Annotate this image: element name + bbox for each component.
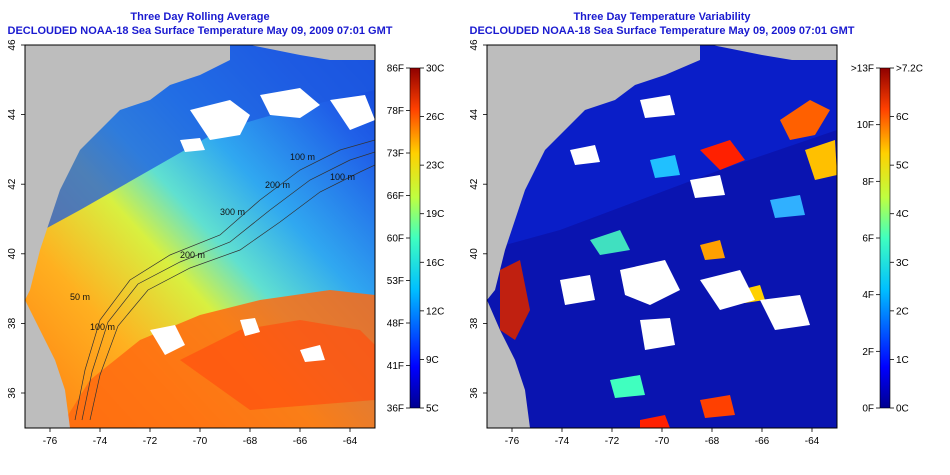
axes: -76 -74 -72 -70 -68 -66 -64 36 38 40 42 44 46 [469,39,820,447]
isobath-contours [74,139,375,421]
sst-variability-map [487,45,837,428]
colorbar-labels: >13F 10F 8F 6F 4F 2F 0F >7.2C 6C 5C 4C 3C 2C 1C 0C [851,64,923,415]
colorbar-label-c: 3C [896,258,909,269]
colorbar-label-c: 6C [896,112,909,123]
x-tick-label: -72 [143,436,158,447]
colorbar-label-f: 6F [862,234,874,245]
x-tick-label: -68 [705,436,720,447]
colorbar-label-f: 66F [387,191,404,202]
x-tick-label: -76 [505,436,520,447]
y-tick-label: 40 [7,248,18,260]
contour-label: 300 m [220,207,245,217]
colorbar-label-f: 10F [857,120,874,131]
colorbar-label-f: 4F [862,290,874,301]
x-tick-label: -68 [243,436,258,447]
axes: -76 -74 -72 -70 -68 -66 -64 36 38 40 42 44 46 [7,39,358,447]
colorbar-label-f: 48F [387,319,404,330]
contour-label: 50 m [70,292,90,302]
x-tick-label: -70 [655,436,670,447]
variability-patches [500,100,837,428]
x-tick-label: -66 [293,436,308,447]
y-tick-label: 44 [7,109,18,121]
colorbar-label-f: 60F [387,234,404,245]
colorbar-label-c: 4C [896,209,909,220]
colorbar [879,67,891,409]
panel-rolling-average: Three Day Rolling Average DECLOUDED NOAA… [7,11,444,447]
colorbar-label-f: 53F [387,276,404,287]
y-tick-label: 44 [469,109,480,121]
panel-subtitle: DECLOUDED NOAA-18 Sea Surface Temperatur… [470,25,855,37]
land-mass [487,45,700,300]
x-tick-label: -74 [555,436,570,447]
colorbar-label-c: 12C [426,306,444,317]
colorbar-label-f: 0F [862,404,874,415]
colorbar-label-c: 16C [426,258,444,269]
colorbar-label-c: 2C [896,306,909,317]
contour-label: 100 m [330,172,355,182]
y-tick-label: 36 [7,387,18,399]
colorbar-label-f: 36F [387,404,404,415]
y-tick-label: 38 [469,317,480,329]
y-tick-label: 38 [7,317,18,329]
land-mass [25,45,230,300]
colorbar [409,67,421,409]
colorbar-label-f: 2F [862,347,874,358]
cloud-mask [560,95,810,350]
colorbar-label-c: >7.2C [896,64,923,75]
y-tick-label: 46 [469,39,480,51]
x-tick-label: -66 [755,436,770,447]
panel-variability: Three Day Temperature Variability DECLOU… [469,11,923,447]
colorbar-label-f: 73F [387,149,404,160]
colorbar-labels: 86F 78F 73F 66F 60F 53F 48F 41F 36F 30C 26C 23C 19C 1… [387,64,445,415]
sst-average-map: 100 m 200 m 300 m 100 m 200 m 100 m 50 m [25,45,375,428]
colorbar-label-c: 5C [426,404,439,415]
y-tick-label: 42 [469,178,480,190]
y-tick-label: 46 [7,39,18,51]
panel-title: Three Day Rolling Average [130,11,269,23]
contour-label: 100 m [290,152,315,162]
y-tick-label: 36 [469,387,480,399]
colorbar-label-c: 9C [426,355,439,366]
x-tick-label: -76 [43,436,58,447]
x-tick-label: -70 [193,436,208,447]
colorbar-label-c: 19C [426,209,444,220]
x-tick-label: -64 [805,436,820,447]
colorbar-label-f: >13F [851,64,874,75]
contour-label: 200 m [180,250,205,260]
colorbar-label-c: 23C [426,161,444,172]
y-tick-label: 42 [7,178,18,190]
panel-title: Three Day Temperature Variability [573,11,751,23]
colorbar-label-c: 26C [426,112,444,123]
colorbar-label-c: 1C [896,355,909,366]
colorbar-label-f: 41F [387,361,404,372]
contour-label: 200 m [265,180,290,190]
colorbar-label-f: 78F [387,106,404,117]
y-tick-label: 40 [469,248,480,260]
cloud-mask [150,88,375,362]
x-tick-label: -74 [93,436,108,447]
colorbar-label-c: 0C [896,404,909,415]
colorbar-label-f: 8F [862,177,874,188]
colorbar-label-c: 5C [896,161,909,172]
x-tick-label: -64 [343,436,358,447]
x-tick-label: -72 [605,436,620,447]
contour-label: 100 m [90,322,115,332]
panel-subtitle: DECLOUDED NOAA-18 Sea Surface Temperatur… [8,25,393,37]
colorbar-label-c: 30C [426,64,444,75]
colorbar-label-f: 86F [387,64,404,75]
